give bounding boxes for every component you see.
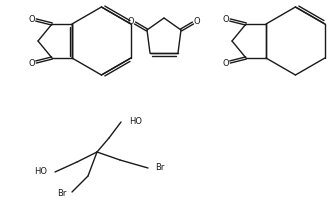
Text: O: O	[194, 16, 200, 25]
Text: O: O	[29, 14, 35, 24]
Text: O: O	[29, 59, 35, 67]
Text: O: O	[223, 14, 229, 24]
Text: Br: Br	[155, 162, 164, 172]
Text: O: O	[128, 16, 134, 25]
Text: HO: HO	[34, 167, 47, 175]
Text: O: O	[223, 59, 229, 67]
Text: Br: Br	[57, 189, 66, 197]
Text: HO: HO	[129, 116, 142, 125]
